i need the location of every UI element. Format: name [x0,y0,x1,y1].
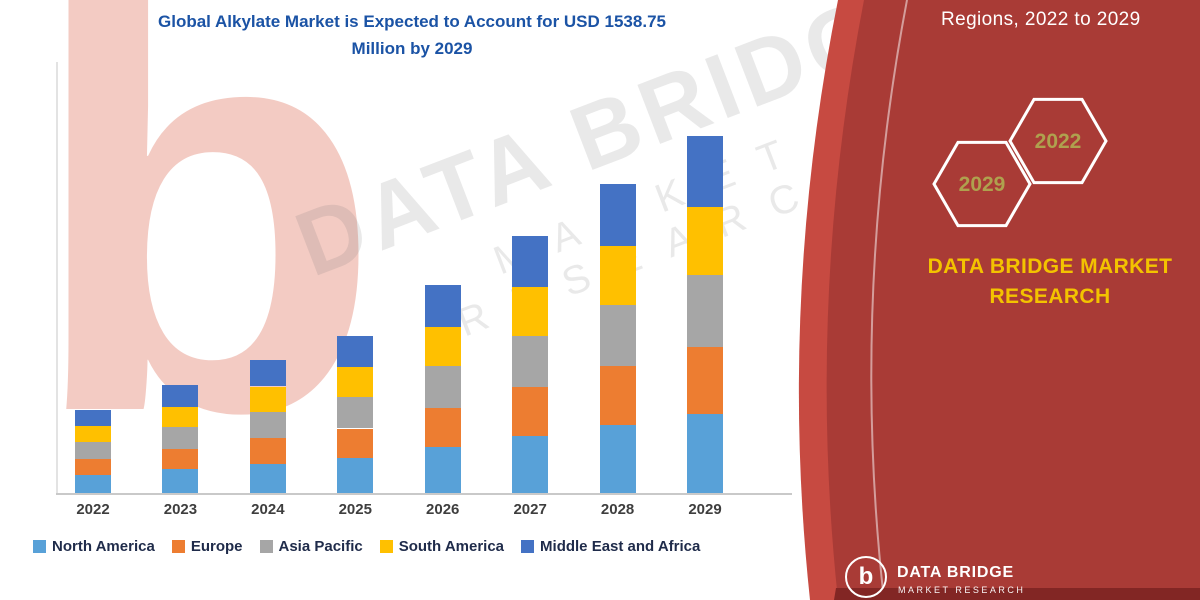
bar-segment-2023-north-america [162,469,199,493]
x-tick-label: 2023 [163,501,198,518]
bar-segment-2027-middle-east-and-africa [512,235,549,287]
legend-item: Asia Pacific [259,538,363,555]
legend-label: North America [52,538,155,555]
bar-segment-2022-asia-pacific [75,442,111,459]
bar-segment-2023-middle-east-and-africa [162,385,199,407]
x-tick-label: 2028 [600,501,635,518]
footer-logo-icon: b [845,556,887,598]
bar-segment-2022-north-america [75,474,111,493]
chart-legend: North America Europe Asia Pacific South Ame… [33,538,700,555]
bar-segment-2028-middle-east-and-africa [599,183,636,246]
bar-segment-2022-europe [75,458,111,475]
bar-segment-2024-middle-east-and-africa [249,360,286,387]
bar-segment-2028-asia-pacific [599,304,636,367]
x-tick-label: 2025 [338,501,372,518]
bar-segment-2023-south-america [162,406,199,428]
chart-title-line2: Million by 2029 [351,39,473,59]
bar-segment-2025-middle-east-and-africa [337,335,374,368]
x-tick-label: 2027 [513,501,547,518]
legend-label: Europe [190,538,243,555]
brand-yellow-text: DATA BRIDGE MARKET RESEARCH [900,252,1200,313]
legend-swatch [379,540,393,553]
bar-segment-2029-asia-pacific [687,275,723,347]
x-tick-label: 2022 [76,501,110,518]
legend-swatch [259,540,273,553]
bar-segment-2025-asia-pacific [337,397,374,429]
legend-swatch [33,540,46,553]
x-tick-label: 2029 [688,501,722,518]
bar-segment-2024-south-america [249,386,286,412]
bar-segment-2027-south-america [512,286,549,336]
legend-item: North America [33,538,155,555]
bar-segment-2026-south-america [424,326,461,367]
bar-segment-2026-europe [424,407,461,448]
brand-yellow-line2: RESEARCH [989,285,1111,309]
legend-swatch [521,540,535,553]
legend-item: Middle East and Africa [521,538,700,555]
legend-item: South America [379,538,505,555]
bar-segment-2028-europe [599,366,636,425]
chart-title-line1: Global Alkylate Market is Expected to Ac… [158,12,666,31]
bar-segment-2024-europe [249,438,286,464]
bar-segment-2022-south-america [75,426,111,443]
bar-segment-2029-europe [687,346,723,415]
x-axis-line [56,493,792,495]
chart-title: Global Alkylate Market is Expected to Ac… [34,8,790,62]
bar-segment-2027-north-america [512,436,549,493]
bar-segment-2024-north-america [249,463,286,493]
bar-segment-2029-north-america [687,414,723,493]
bar-segment-2026-north-america [424,447,461,493]
bar-segment-2026-asia-pacific [424,366,461,408]
legend-item: Europe [171,538,243,555]
footer-brand-text: DATA BRIDGE [897,564,1014,581]
bar-segment-2027-europe [512,387,549,437]
footer-sub-text: MARKET RESEARCH [898,585,1026,595]
bar-segment-2025-south-america [337,367,374,398]
bar-segment-2022-middle-east-and-africa [75,409,111,427]
bar-segment-2029-south-america [687,207,723,276]
legend-label: Middle East and Africa [540,538,701,555]
legend-swatch [171,540,185,553]
x-tick-label: 2024 [251,501,285,518]
bar-segment-2026-middle-east-and-africa [424,285,461,327]
regions-heading: Regions, 2022 to 2029 [941,9,1141,30]
bar-segment-2025-europe [337,428,374,459]
bar-segment-2028-south-america [599,245,636,305]
y-axis-line [56,62,58,493]
brand-yellow-line1: DATA BRIDGE MARKET [927,255,1173,278]
footer-logo-letter: b [858,563,874,590]
bar-segment-2023-europe [162,448,199,470]
bar-segment-2025-north-america [337,458,374,493]
bar-segment-2029-middle-east-and-africa [687,136,723,208]
legend-label: Asia Pacific [278,538,363,555]
bar-segment-2024-asia-pacific [249,411,286,439]
bar-segment-2027-asia-pacific [512,335,549,388]
legend-label: South America [398,538,505,555]
bar-segment-2023-asia-pacific [162,427,199,449]
bar-segment-2028-north-america [599,425,636,493]
x-tick-label: 2026 [426,501,460,518]
